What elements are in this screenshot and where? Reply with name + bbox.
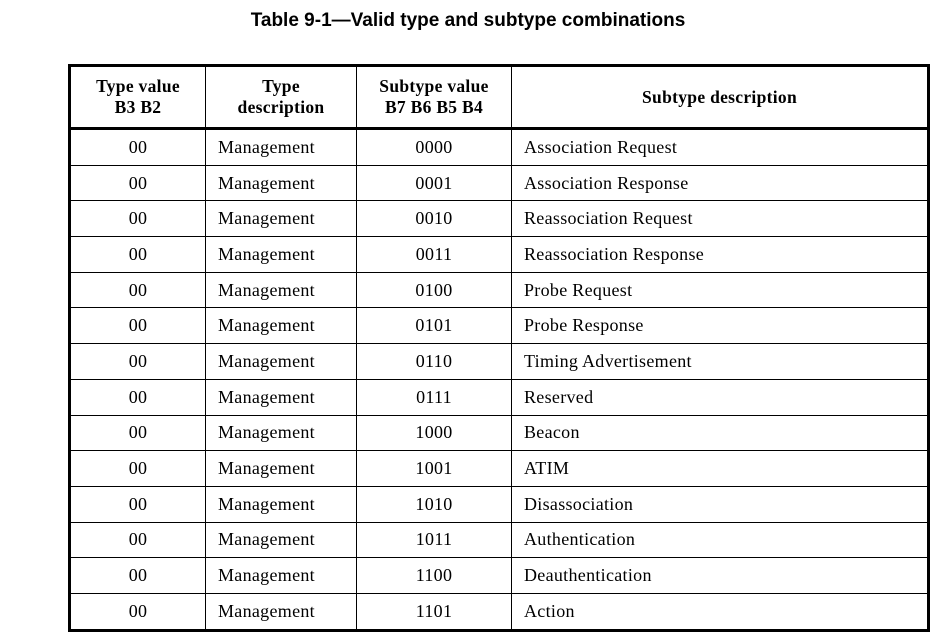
table-cell: Timing Advertisement [511,343,929,380]
table-cell: Association Request [511,128,929,166]
table-cell: Management [205,200,357,238]
table-cell: Management [205,450,357,487]
table-row: 00 Management 1100 Deauthentication [69,557,929,594]
table-cell: 1011 [356,521,512,559]
table-cell: 00 [69,200,206,238]
table-cell: Reassociation Request [511,200,929,238]
table-row: 00 Management 1001 ATIM [69,450,929,487]
table-cell: Beacon [511,414,929,452]
table-cell: 00 [69,592,206,631]
table-row: 00 Management 0001 Association Response [69,164,929,202]
table-cell: Management [205,592,357,631]
table-row: 00 Management 0100 Probe Request [69,271,929,309]
table-cell: 0100 [356,271,512,309]
table-cell: Action [511,592,929,631]
table-cell: 0010 [356,200,512,238]
table-row: 00 Management 1000 Beacon [69,414,929,452]
column-header-subtype-value: Subtype value B7 B6 B5 B4 [356,65,512,130]
table-cell: Association Response [511,164,929,202]
table-cell: 0011 [356,236,512,273]
table-cell: 00 [69,236,206,273]
table-cell: Management [205,521,357,559]
table-cell: 0001 [356,164,512,202]
table-cell: Management [205,414,357,452]
table-cell: 00 [69,450,206,487]
table-row: 00 Management 0011 Reassociation Response [69,236,929,273]
table-cell: Reserved [511,378,929,416]
column-header-type-description: Type description [205,65,357,130]
table-cell: Reassociation Response [511,236,929,273]
table-row: 00 Management 0000 Association Request [69,128,929,166]
table-cell: 0110 [356,343,512,380]
table-cell: Management [205,164,357,202]
table-cell: 1000 [356,414,512,452]
valid-type-subtype-table: Type value B3 B2 Type description Subtyp… [68,64,930,632]
table-cell: 00 [69,164,206,202]
table-cell: 1001 [356,450,512,487]
table-cell: Deauthentication [511,557,929,594]
table-cell: Management [205,485,357,523]
table-cell: Management [205,557,357,594]
table-header-row: Type value B3 B2 Type description Subtyp… [69,65,929,130]
document-page: { "title": "Table 9-1—Valid type and sub… [68,10,930,632]
column-header-subtype-description: Subtype description [511,65,929,130]
table-cell: Management [205,307,357,345]
table-cell: 00 [69,128,206,166]
table-row: 00 Management 1010 Disassociation [69,485,929,523]
table-row: 00 Management 1011 Authentication [69,521,929,559]
table-cell: 0111 [356,378,512,416]
table-cell: 00 [69,485,206,523]
table-header: Type value B3 B2 Type description Subtyp… [69,65,929,130]
table-cell: Disassociation [511,485,929,523]
table-cell: 00 [69,557,206,594]
table-cell: Probe Request [511,271,929,309]
table-row: 00 Management 0101 Probe Response [69,307,929,345]
table-body: 00 Management 0000 Association Request 00 Man… [69,128,929,631]
table-cell: ATIM [511,450,929,487]
table-cell: 00 [69,271,206,309]
table-cell: 1010 [356,485,512,523]
table-cell: 00 [69,378,206,416]
table-cell: 00 [69,343,206,380]
table-cell: 00 [69,521,206,559]
table-row: 00 Management 0110 Timing Advertisement [69,343,929,380]
table-row: 00 Management 0111 Reserved [69,378,929,416]
table-cell: Management [205,271,357,309]
table-cell: 1101 [356,592,512,631]
table-cell: 00 [69,414,206,452]
table-cell: 0101 [356,307,512,345]
table-cell: Probe Response [511,307,929,345]
column-header-type-value: Type value B3 B2 [69,65,206,130]
table-row: 00 Management 1101 Action [69,592,929,631]
table-cell: 00 [69,307,206,345]
table-cell: 1100 [356,557,512,594]
table-cell: Management [205,343,357,380]
table-cell: 0000 [356,128,512,166]
table-cell: Management [205,128,357,166]
table-caption: Table 9-1—Valid type and subtype combina… [250,10,686,31]
table-cell: Authentication [511,521,929,559]
table-cell: Management [205,378,357,416]
table-cell: Management [205,236,357,273]
table-row: 00 Management 0010 Reassociation Request [69,200,929,238]
